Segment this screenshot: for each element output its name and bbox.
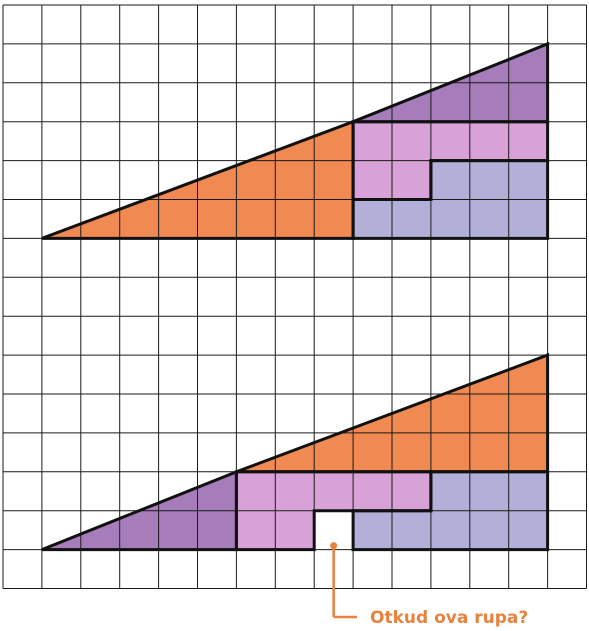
top-lavender-piece-outline [351,159,550,240]
pieces-layer [41,43,548,550]
pointer-dot [330,542,338,550]
piece-outlines [41,41,550,552]
annotation-text: Otkud ova rupa? [370,608,528,628]
hole [314,510,354,550]
annotation: Otkud ova rupa? [330,542,528,628]
bottom-lavender-piece-outline [351,470,550,552]
